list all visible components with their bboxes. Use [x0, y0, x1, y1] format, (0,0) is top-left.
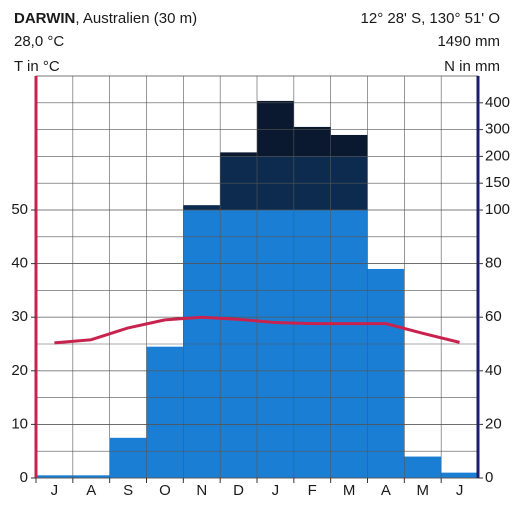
- x-tick-label: N: [196, 482, 207, 499]
- y2-tick-label: 400: [485, 94, 510, 111]
- precip-bar: [293, 126, 331, 157]
- precip-bar: [36, 475, 73, 478]
- annual-precipitation: 1490 mm: [437, 33, 500, 50]
- location: , Australien (30 m): [75, 10, 197, 27]
- x-tick-label: D: [233, 482, 244, 499]
- y2-tick-label: 20: [485, 415, 502, 432]
- precip-bar: [183, 205, 221, 210]
- y2-tick-label: 150: [485, 174, 510, 191]
- mean-temperature: 28,0 °C: [14, 33, 64, 50]
- y2-tick-label: 40: [485, 362, 502, 379]
- precip-bar: [257, 100, 294, 157]
- y2-tick-label: 80: [485, 255, 502, 272]
- x-tick-label: M: [417, 482, 430, 499]
- x-tick-label: O: [159, 482, 171, 499]
- x-tick-label: J: [272, 482, 280, 499]
- x-tick-label: S: [123, 482, 133, 499]
- x-tick-label: F: [308, 482, 317, 499]
- precip-bar: [220, 152, 257, 157]
- y2-axis-label: N in mm: [444, 58, 500, 75]
- precip-bar: [72, 475, 110, 478]
- x-tick-label: A: [86, 482, 96, 499]
- y2-tick-label: 100: [485, 201, 510, 218]
- precip-bar: [109, 437, 147, 478]
- precip-bar: [330, 134, 368, 157]
- coordinates: 12° 28' S, 130° 51' O: [361, 10, 500, 27]
- y2-tick-label: 200: [485, 147, 510, 164]
- precip-bar: [367, 268, 405, 478]
- x-tick-label: M: [343, 482, 356, 499]
- y-tick-label: 10: [11, 415, 28, 432]
- precip-bar: [146, 346, 184, 478]
- x-tick-label: J: [51, 482, 59, 499]
- precip-bar: [441, 472, 478, 478]
- y-tick-label: 20: [11, 362, 28, 379]
- y-axis-label: T in °C: [14, 58, 60, 75]
- y-tick-label: 40: [11, 255, 28, 272]
- chart-title: DARWIN, Australien (30 m): [14, 10, 197, 27]
- station: DARWIN: [14, 10, 75, 27]
- y-tick-label: 50: [11, 201, 28, 218]
- precip-bar: [404, 456, 442, 478]
- x-tick-label: J: [456, 482, 464, 499]
- temperature-line: [54, 315, 460, 345]
- y-tick-label: 0: [20, 469, 28, 486]
- y-tick-label: 30: [11, 308, 28, 325]
- y2-tick-label: 0: [485, 469, 493, 486]
- y2-tick-label: 60: [485, 308, 502, 325]
- x-tick-label: A: [381, 482, 391, 499]
- y2-tick-label: 300: [485, 121, 510, 138]
